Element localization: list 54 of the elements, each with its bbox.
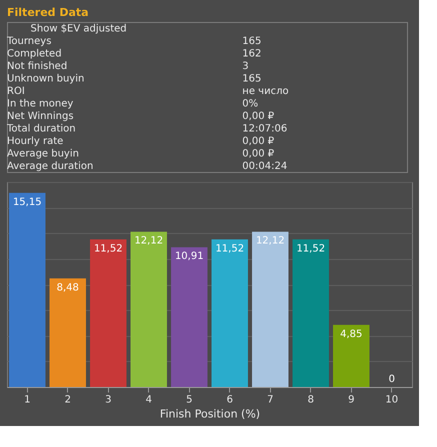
text: Average duration (7, 160, 94, 172)
text: Unknown buyin (7, 73, 84, 84)
bar (292, 239, 329, 387)
x-tick-label: 10 (385, 394, 398, 406)
bar (252, 232, 288, 387)
text: Tourneys (6, 36, 52, 47)
x-tick-label: 6 (226, 394, 233, 406)
text: 0,00 ₽ (242, 110, 275, 122)
x-tick-label: 1 (24, 394, 30, 406)
bar (130, 232, 167, 387)
x-tick-label: 9 (348, 394, 354, 406)
text: 165 (242, 73, 262, 84)
text: 12:07:06 (242, 123, 288, 134)
bar (212, 239, 248, 387)
x-tick-label: 7 (267, 394, 274, 406)
text: ROI (7, 86, 25, 97)
bar (9, 192, 46, 387)
bar (50, 278, 86, 387)
data-label: 11,52 (94, 243, 123, 254)
data-label: 11,52 (215, 243, 244, 254)
text: 3 (242, 60, 249, 72)
text: Completed (7, 48, 62, 60)
data-label: 8,48 (56, 282, 79, 294)
data-label: 12,12 (256, 236, 285, 247)
text: In the money (7, 98, 74, 110)
text: Filtered Data (7, 6, 89, 19)
x-tick-label: 3 (105, 394, 112, 406)
text: 165 (242, 36, 262, 47)
data-label: 0 (388, 374, 395, 385)
text: не число (242, 86, 289, 97)
bar (90, 239, 126, 387)
data-label: 4,85 (340, 328, 362, 340)
text: 0,00 ₽ (242, 148, 275, 160)
text: 0,00 ₽ (242, 136, 275, 147)
x-axis-title: Finish Position (%) (160, 408, 260, 420)
text: Show $EV adjusted (30, 23, 127, 34)
text: Total duration (6, 123, 76, 134)
data-label: 11,52 (296, 243, 326, 254)
x-tick-label: 8 (308, 394, 314, 406)
text: 162 (242, 48, 262, 60)
data-label: 12,12 (134, 236, 164, 247)
text: 00:04:24 (242, 160, 288, 172)
text: Net Winnings (7, 110, 74, 122)
text: Average buyin (7, 148, 79, 160)
x-tick-label: 5 (186, 394, 192, 406)
data-label: 10,91 (174, 251, 204, 262)
bar (171, 247, 208, 387)
text: Not finished (7, 60, 68, 72)
bar (333, 324, 370, 387)
text: 0% (242, 98, 258, 110)
x-tick-label: 4 (146, 394, 152, 406)
data-label: 15,15 (12, 196, 42, 208)
x-tick-label: 2 (64, 394, 71, 406)
text: Hourly rate (7, 136, 64, 147)
